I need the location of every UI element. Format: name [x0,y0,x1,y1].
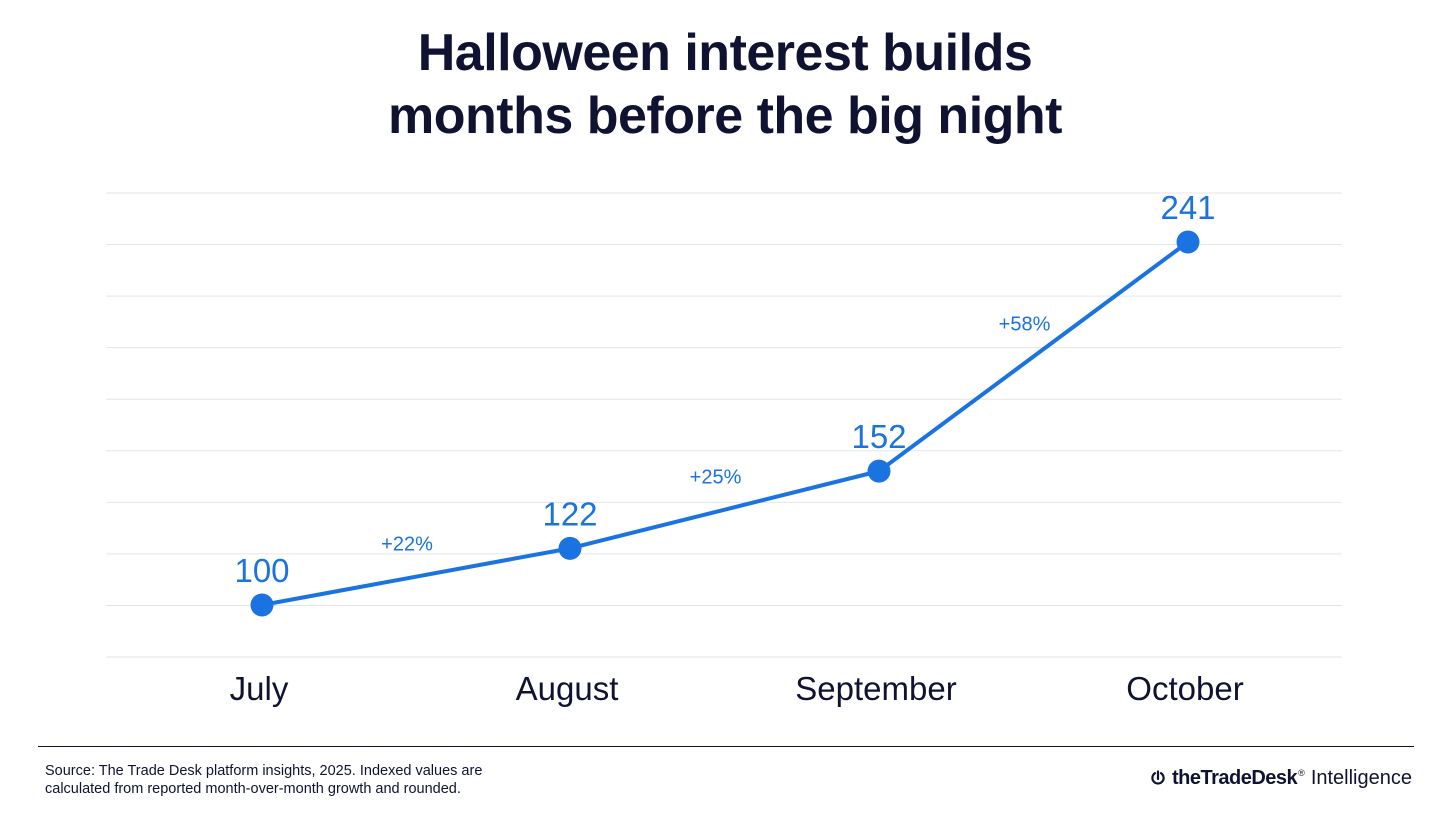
brand-logo: theTradeDesk® Intelligence [1150,765,1412,791]
growth-label: +22% [381,534,433,556]
data-points [250,230,1200,617]
data-point [867,459,891,483]
data-labels: 100 122 152 241 [234,189,1215,589]
source-line-1: Source: The Trade Desk platform insights… [45,763,483,779]
data-point [1176,230,1200,254]
x-axis-labels: July August September October [230,670,1244,707]
x-tick-label: September [795,670,956,707]
footer-divider [38,746,1414,747]
series-line-group [261,240,1190,607]
data-label: 152 [851,418,906,455]
gridlines [106,192,1342,658]
chart-title-line-2: months before the big night [387,87,1063,145]
brand-name: theTradeDesk [1172,766,1298,789]
growth-label: +25% [690,467,742,489]
source-line-2: calculated from reported month-over-mont… [45,781,461,797]
brand-trademark: ® [1298,767,1305,778]
brand-suffix: Intelligence [1310,766,1412,789]
growth-labels: +22% +25% +58% [381,314,1050,556]
data-point [558,536,582,560]
series-line [261,240,1190,607]
growth-label: +58% [999,314,1051,336]
data-label: 100 [234,552,289,589]
data-point [250,593,274,617]
chart-title: Halloween interest builds months before … [0,22,1450,148]
data-label: 241 [1160,189,1215,226]
data-label: 122 [542,495,597,532]
x-tick-label: October [1126,670,1243,707]
x-tick-label: July [230,670,289,707]
trade-desk-logo-icon [1150,770,1166,786]
x-tick-label: August [516,670,619,707]
source-note: Source: The Trade Desk platform insights… [45,762,605,798]
chart-title-line-1: Halloween interest builds [417,24,1033,82]
